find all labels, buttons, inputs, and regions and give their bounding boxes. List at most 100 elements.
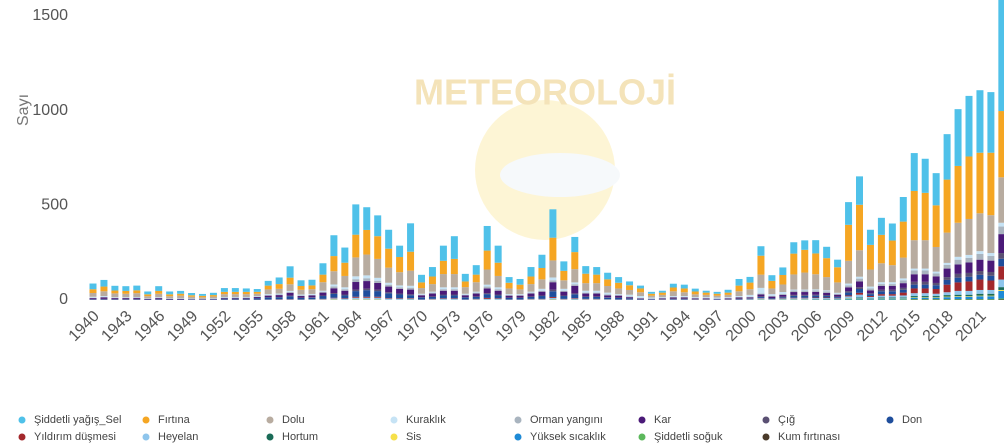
x-tick-label: 1988 <box>591 308 628 345</box>
bar-segment <box>702 297 710 299</box>
bar-segment <box>374 291 382 297</box>
bar-segment <box>801 290 809 293</box>
bar-segment <box>374 258 382 278</box>
x-tick-label: 1997 <box>690 308 727 345</box>
bar-segment <box>177 299 185 300</box>
bar-segment <box>100 286 108 292</box>
bar-segment <box>812 295 820 298</box>
bar-segment <box>396 272 404 286</box>
bar-segment <box>341 287 349 290</box>
bar-segment <box>374 236 382 259</box>
bar-segment <box>735 285 743 292</box>
bar-segment <box>615 297 623 300</box>
bar-segment <box>812 274 820 290</box>
bar-segment <box>954 296 962 300</box>
bar-segment <box>428 291 436 293</box>
bar-segment <box>998 299 1004 300</box>
bar-segment <box>275 293 283 295</box>
bar-segment <box>374 215 382 237</box>
bar-segment <box>450 287 458 290</box>
bar-segment <box>779 267 787 276</box>
bar-segment <box>757 246 765 256</box>
bar-segment <box>341 298 349 300</box>
bar-segment <box>483 269 491 285</box>
legend-marker <box>390 433 398 441</box>
bar-segment <box>987 295 995 297</box>
bar-segment <box>812 290 820 292</box>
bar-segment <box>538 295 546 297</box>
x-tick-label: 1952 <box>197 308 234 345</box>
bar-segment <box>877 285 885 290</box>
bar-segment <box>910 281 918 285</box>
bar-segment <box>363 290 371 297</box>
bar-segment <box>155 297 163 298</box>
bar-segment <box>319 291 327 293</box>
bar-segment <box>593 292 601 294</box>
bar-segment <box>702 292 710 295</box>
bar-segment <box>571 284 579 286</box>
bar-segment <box>582 293 590 297</box>
bar-segment <box>439 298 447 300</box>
bar-segment <box>888 298 896 300</box>
bar-segment <box>626 285 634 290</box>
bar-segment <box>899 283 907 288</box>
bar-segment <box>188 292 196 296</box>
x-tick-label: 1943 <box>98 308 135 345</box>
bar-segment <box>122 290 130 294</box>
bar-segment <box>494 289 502 291</box>
bar-segment <box>768 294 776 297</box>
bar-segment <box>888 282 896 285</box>
bar-segment <box>604 279 612 286</box>
bar-segment <box>385 298 393 300</box>
bar-segment <box>779 296 787 298</box>
bar-segment <box>768 296 776 297</box>
bar-segment <box>461 293 469 295</box>
bar-segment <box>680 297 688 299</box>
bar-segment <box>582 266 590 274</box>
bar-segment <box>998 222 1004 227</box>
bar-segment <box>275 277 283 285</box>
bar-segment <box>954 299 962 300</box>
bar-segment <box>823 246 831 259</box>
bar-segment <box>987 255 995 261</box>
bar-segment <box>987 280 995 290</box>
bar-segment <box>845 287 853 292</box>
bar-segment <box>538 299 546 300</box>
bar-segment <box>461 287 469 294</box>
bar-segment <box>319 282 327 291</box>
bar-segment <box>111 299 119 300</box>
bar-segment <box>954 165 962 223</box>
bar-segment <box>866 296 874 297</box>
bar-segment <box>845 299 853 300</box>
legend-marker <box>638 433 646 441</box>
bar-segment <box>385 293 393 299</box>
bar-segment <box>921 192 929 241</box>
bar-segment <box>428 284 436 292</box>
bar-segment <box>428 296 436 299</box>
bar-segment <box>910 299 918 300</box>
bar-segment <box>385 292 393 294</box>
bar-segment <box>965 95 973 157</box>
legend-marker <box>266 416 274 424</box>
bar-segment <box>823 277 831 291</box>
bar-segment <box>177 293 185 296</box>
bar-segment <box>494 298 502 299</box>
bar-segment <box>275 288 283 294</box>
bar-segment <box>505 294 513 296</box>
bar-segment <box>658 298 666 300</box>
bar-segment <box>987 289 995 294</box>
bar-segment <box>483 250 491 270</box>
bar-segment <box>527 291 535 293</box>
bar-segment <box>910 274 918 282</box>
bar-segment <box>593 267 601 275</box>
x-tick-label: 2021 <box>953 308 990 345</box>
bar-segment <box>483 298 491 300</box>
bar-segment <box>998 253 1004 259</box>
x-tick-label: 2009 <box>821 308 858 345</box>
x-tick-label: 1961 <box>296 308 333 345</box>
bar-segment <box>549 260 557 278</box>
bar-segment <box>790 298 798 300</box>
bar-segment <box>286 292 294 296</box>
bar-segment <box>527 276 535 285</box>
bar-segment <box>680 296 688 297</box>
